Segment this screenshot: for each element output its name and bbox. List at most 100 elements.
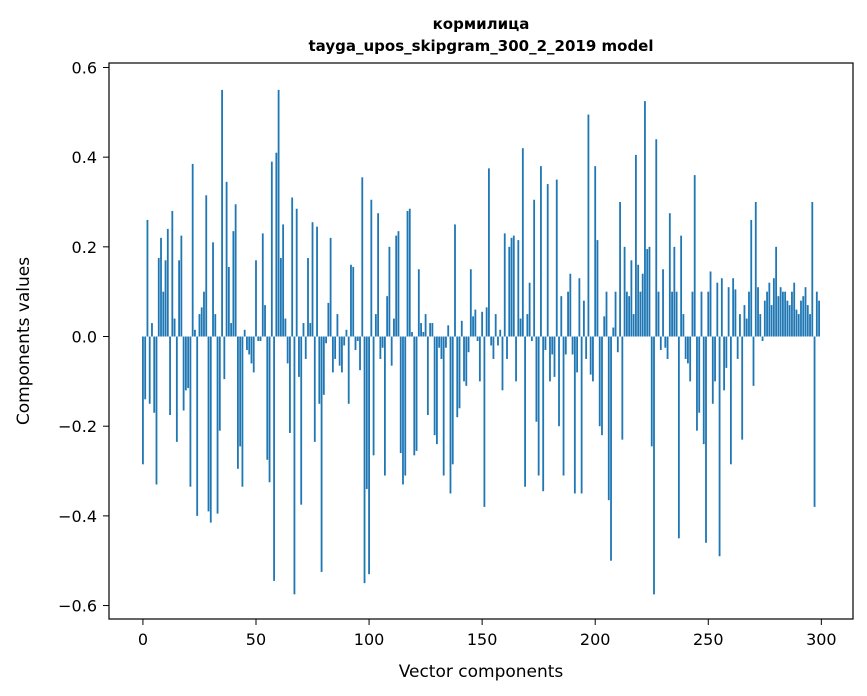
bar-248 — [702, 336, 705, 445]
bar-296 — [811, 202, 814, 337]
bar-249 — [705, 336, 707, 543]
bar-255 — [718, 336, 721, 557]
bar-158 — [499, 329, 502, 337]
bar-226 — [653, 336, 655, 595]
bar-51 — [257, 336, 260, 341]
bar-115 — [402, 336, 404, 485]
bar-150 — [481, 311, 484, 337]
x-tick-label: 50 — [246, 630, 266, 649]
bar-278 — [770, 305, 773, 337]
bar-140 — [458, 336, 461, 409]
bar-91 — [347, 336, 350, 404]
bar-16 — [178, 260, 181, 337]
bar-39 — [230, 323, 233, 337]
bar-58 — [273, 336, 275, 581]
bar-67 — [293, 336, 296, 595]
bar-182 — [553, 336, 556, 377]
bar-203 — [601, 336, 603, 436]
bar-14 — [173, 318, 176, 337]
bar-234 — [671, 291, 673, 337]
bar-83 — [329, 237, 332, 337]
bar-36 — [223, 336, 226, 380]
bar-108 — [386, 296, 389, 337]
bar-84 — [331, 336, 334, 373]
bar-170 — [526, 314, 529, 337]
bar-147 — [474, 309, 477, 337]
bar-43 — [239, 336, 242, 447]
bar-259 — [727, 287, 730, 337]
bar-154 — [490, 336, 493, 346]
bar-63 — [284, 318, 287, 337]
bar-244 — [693, 175, 696, 337]
bar-15 — [175, 336, 178, 442]
bar-141 — [460, 320, 463, 337]
bar-284 — [784, 291, 787, 337]
bar-10 — [164, 260, 167, 337]
bar-12 — [169, 336, 171, 415]
bar-231 — [664, 336, 667, 348]
bar-271 — [754, 202, 757, 337]
bar-222 — [644, 101, 646, 337]
bar-204 — [603, 316, 606, 337]
bar-97 — [361, 177, 364, 337]
bar-33 — [216, 336, 219, 514]
bar-240 — [684, 336, 687, 359]
bar-265 — [741, 336, 744, 440]
bar-178 — [544, 336, 547, 350]
bar-298 — [815, 291, 818, 337]
bar-119 — [411, 332, 413, 337]
bar-281 — [777, 296, 780, 337]
bar-286 — [788, 305, 791, 337]
bar-237 — [677, 336, 680, 539]
bar-270 — [752, 336, 755, 386]
bar-275 — [763, 300, 766, 337]
bar-224 — [648, 246, 651, 337]
bar-72 — [304, 336, 307, 359]
bar-0 — [142, 336, 144, 465]
bar-76 — [313, 336, 316, 442]
bar-201 — [596, 240, 599, 337]
bar-2 — [146, 219, 149, 337]
bar-191 — [573, 336, 576, 494]
bar-40 — [232, 231, 235, 337]
bar-73 — [307, 258, 309, 337]
bar-211 — [619, 202, 621, 337]
bar-243 — [691, 291, 694, 337]
bar-9 — [162, 291, 165, 337]
bar-196 — [585, 336, 588, 359]
bar-180 — [549, 336, 551, 382]
bar-292 — [802, 296, 805, 337]
bar-263 — [736, 336, 739, 359]
bar-130 — [436, 336, 438, 445]
bar-87 — [338, 336, 341, 366]
bar-161 — [506, 336, 508, 359]
bar-276 — [766, 291, 768, 337]
bar-155 — [492, 336, 495, 359]
bar-162 — [508, 246, 511, 337]
bar-120 — [413, 336, 416, 456]
bar-294 — [806, 305, 809, 337]
bar-98 — [363, 336, 366, 584]
bar-132 — [440, 336, 443, 359]
bar-89 — [343, 336, 346, 346]
x-axis-label: Vector components — [399, 662, 564, 682]
bar-123 — [420, 323, 422, 337]
bar-60 — [277, 89, 280, 337]
bar-221 — [641, 273, 644, 337]
bar-28 — [205, 195, 208, 337]
bar-79 — [320, 336, 323, 572]
bar-225 — [650, 336, 653, 447]
bar-25 — [198, 314, 201, 337]
bar-116 — [404, 336, 407, 476]
x-tick-label: 100 — [354, 630, 385, 649]
x-tick-label: 150 — [467, 630, 498, 649]
bar-264 — [739, 314, 741, 337]
bar-228 — [657, 291, 660, 337]
bar-291 — [800, 300, 802, 337]
bar-208 — [612, 327, 615, 337]
bar-273 — [759, 314, 762, 337]
bar-185 — [560, 296, 563, 337]
bar-192 — [576, 336, 579, 373]
bar-183 — [555, 179, 558, 337]
bar-128 — [431, 323, 434, 337]
